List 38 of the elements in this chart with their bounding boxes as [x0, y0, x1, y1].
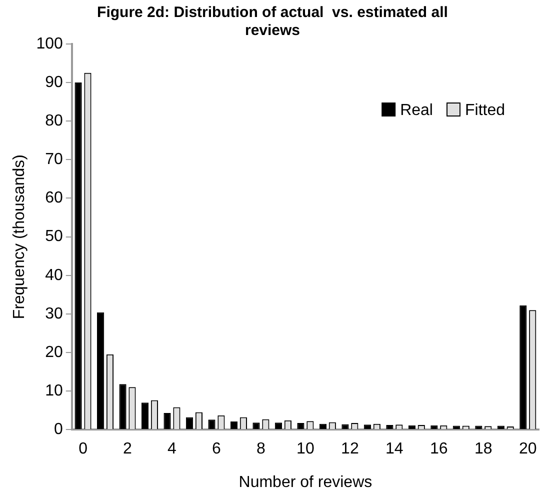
y-tick-label: 30 [45, 305, 63, 322]
x-tick-label: 12 [341, 440, 359, 458]
x-tick-label: 0 [78, 440, 88, 458]
chart-title: Figure 2d: Distribution of actual vs. estimated all reviews [97, 4, 448, 40]
y-tick-label: 100 [36, 35, 63, 52]
y-tick-label: 80 [45, 112, 63, 130]
bar [119, 384, 126, 430]
x-tick-label: 14 [386, 440, 404, 458]
bar [74, 82, 82, 430]
x-tick-label: 18 [474, 440, 492, 458]
x-tick-label: 8 [256, 440, 266, 458]
x-tick-label: 16 [430, 440, 448, 458]
bar [141, 402, 149, 430]
bar [386, 424, 394, 430]
bar [186, 417, 194, 430]
y-tick-label: 0 [54, 421, 63, 438]
legend-label: Real [400, 102, 433, 119]
bar [96, 312, 104, 430]
bar [520, 305, 527, 430]
x-tick-label: 4 [168, 440, 177, 458]
x-tick-label: 20 [518, 440, 537, 458]
x-tick-label: 10 [296, 440, 314, 458]
y-tick-label: 40 [45, 266, 63, 284]
y-tick-label: 60 [45, 190, 63, 207]
bar [497, 426, 504, 430]
y-axis-title: Frequency (thousands) [11, 154, 28, 320]
bar [475, 426, 482, 430]
y-tick-label: 10 [45, 382, 63, 400]
y-tick-label: 20 [45, 344, 63, 361]
bar [164, 413, 171, 430]
y-tick-label: 70 [45, 151, 63, 168]
y-tick-label: 90 [45, 74, 63, 91]
legend-label: Fitted [464, 102, 505, 119]
x-axis-title: Number of reviews [238, 474, 372, 491]
y-tick-label: 50 [45, 228, 63, 246]
x-tick-label: 2 [123, 440, 132, 458]
bar [452, 426, 460, 430]
x-tick-label: 6 [212, 440, 222, 458]
